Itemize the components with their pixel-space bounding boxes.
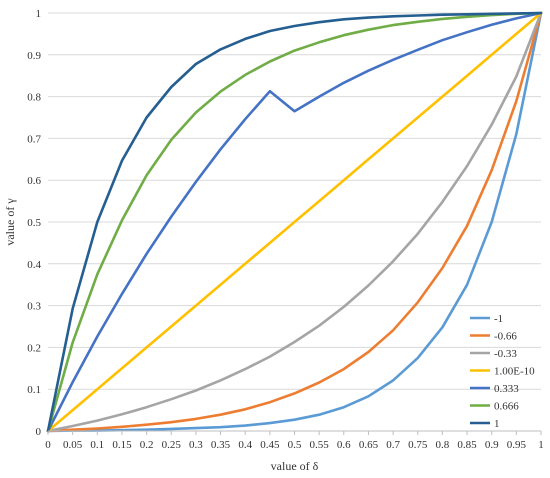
series-line-0 (46, 11, 543, 433)
x-tick-label: 1 (538, 439, 544, 451)
legend-label: -1 (494, 313, 503, 325)
series-lines (46, 11, 543, 433)
axes (47, 430, 542, 435)
series-line-5 (46, 11, 543, 433)
legend-label: -0.33 (494, 348, 517, 360)
x-tick-label: 0.8 (436, 439, 450, 451)
y-tick-label: 1 (36, 8, 42, 20)
y-tick-label: 0.7 (27, 133, 41, 145)
x-tick-label: 0.5 (288, 439, 302, 451)
legend-label: 0.333 (494, 383, 519, 395)
y-tick-label: 0.1 (27, 384, 41, 396)
x-tick-label: 0.85 (457, 439, 477, 451)
legend: -1 -0.66 -0.33 1.00E-10 0.333 0.666 1 (470, 313, 535, 430)
x-tick-label: 0.55 (310, 439, 330, 451)
y-tick-label: 0.3 (27, 301, 41, 313)
x-tick-label: 0.7 (386, 439, 400, 451)
gridlines (48, 12, 541, 390)
series-line-1 (46, 11, 543, 433)
x-tick-label: 0.9 (485, 439, 499, 451)
legend-label: -0.66 (494, 331, 517, 343)
series-line-4 (46, 11, 543, 433)
x-tick-label: 0.15 (112, 439, 132, 451)
legend-label: 1 (494, 418, 500, 430)
y-axis-title: value of γ (3, 198, 17, 246)
x-axis-title: value of δ (271, 459, 319, 473)
y-tick-label: 0.9 (27, 50, 41, 62)
x-tick-label: 0.35 (211, 439, 231, 451)
x-tick-label: 0.3 (189, 439, 203, 451)
tick-labels: 0 0.1 0.2 0.3 0.4 0.5 0.6 0.7 0.8 0.9 1 0 0.05 0.1 0.1… (27, 8, 544, 451)
y-tick-label: 0.8 (27, 92, 41, 104)
y-tick-label: 0.5 (27, 217, 41, 229)
x-tick-label: 0.75 (408, 439, 428, 451)
x-tick-label: 0.65 (359, 439, 379, 451)
y-tick-label: 0.2 (27, 342, 41, 354)
x-tick-label: 0.45 (260, 439, 280, 451)
x-tick-label: 0 (45, 439, 51, 451)
y-tick-label: 0 (36, 426, 42, 438)
series-line-3 (46, 11, 543, 433)
legend-label: 1.00E-10 (494, 366, 535, 378)
y-tick-label: 0.6 (27, 175, 41, 187)
x-tick-label: 0.25 (162, 439, 182, 451)
x-tick-label: 0.05 (63, 439, 83, 451)
series-line-6 (46, 11, 543, 433)
legend-label: 0.666 (494, 401, 519, 413)
x-tick-label: 0.95 (507, 439, 527, 451)
y-tick-label: 0.4 (27, 259, 41, 271)
x-tick-label: 0.2 (140, 439, 154, 451)
series-line-2 (46, 11, 543, 433)
x-tick-label: 0.1 (90, 439, 104, 451)
x-tick-label: 0.6 (337, 439, 351, 451)
x-tick-label: 0.4 (238, 439, 252, 451)
